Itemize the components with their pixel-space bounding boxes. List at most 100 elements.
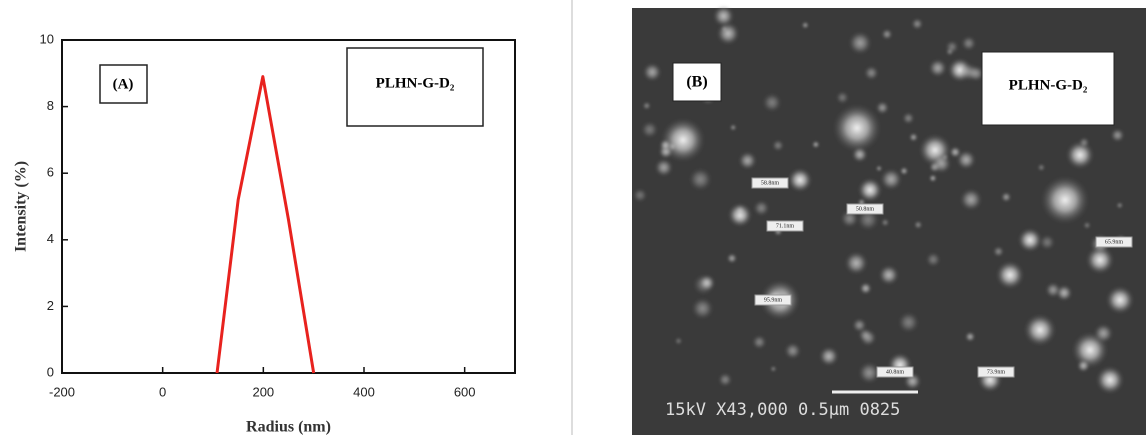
particle xyxy=(857,327,872,342)
particle xyxy=(734,204,746,217)
y-tick-label: 2 xyxy=(47,298,54,313)
particle xyxy=(654,158,673,177)
annotation-box xyxy=(99,64,148,104)
particle xyxy=(720,25,729,33)
particle xyxy=(726,253,738,264)
particle xyxy=(659,139,672,152)
particle xyxy=(848,31,872,55)
particle xyxy=(959,188,983,211)
particle-label: 73.9nm xyxy=(987,369,1006,375)
particle xyxy=(772,139,784,152)
particle xyxy=(880,168,903,191)
particle-label: 50.8nm xyxy=(856,206,875,212)
x-tick-label: 600 xyxy=(454,384,476,399)
particle xyxy=(960,62,979,82)
particle-label-box xyxy=(876,366,914,378)
particle-label: 95.9nm xyxy=(764,297,783,303)
particle xyxy=(632,188,648,203)
particle xyxy=(899,166,909,176)
y-axis-label: Intensity (%) xyxy=(13,161,30,252)
particle xyxy=(1078,137,1090,148)
x-tick-label: 200 xyxy=(252,384,274,399)
particle xyxy=(859,282,872,295)
particle xyxy=(1024,314,1056,346)
x-tick-label: -200 xyxy=(49,384,75,399)
particle xyxy=(1037,163,1046,172)
particle xyxy=(762,92,782,113)
particle xyxy=(753,199,770,217)
particle-label: 71.1nm xyxy=(776,223,795,229)
particle xyxy=(858,361,881,384)
particle xyxy=(1056,284,1073,302)
particle-label-box xyxy=(766,220,804,232)
particle xyxy=(1041,176,1089,224)
particle-label: 58.8nm xyxy=(761,180,780,186)
particle xyxy=(674,337,683,345)
particle-label-box xyxy=(1095,236,1133,248)
x-tick-label: 400 xyxy=(353,384,375,399)
particle xyxy=(1110,128,1125,143)
particle xyxy=(911,18,924,30)
particle xyxy=(996,261,1024,289)
particle xyxy=(875,101,890,115)
label-box xyxy=(981,51,1115,126)
y-tick-label: 4 xyxy=(47,231,54,246)
particle xyxy=(770,365,777,372)
y-tick-label: 0 xyxy=(47,364,54,379)
particle xyxy=(956,150,976,170)
particle-label: 40.8nm xyxy=(886,369,905,375)
particle xyxy=(833,104,881,152)
particle xyxy=(691,297,714,320)
particle xyxy=(788,168,812,192)
chart-a: 0 2 4 6 8 10 -200 0 200 400 600 Radius (nm) Intensit… xyxy=(13,31,516,435)
particle-label: 65.9nm xyxy=(1105,239,1124,245)
particle xyxy=(881,218,890,227)
particle xyxy=(729,124,737,131)
particle xyxy=(641,121,659,139)
particle xyxy=(897,311,920,333)
particle xyxy=(844,251,868,275)
particle xyxy=(965,331,976,342)
y-tick-label: 6 xyxy=(47,165,54,180)
particle xyxy=(881,28,893,40)
annotation: PLHN-G-D₂ xyxy=(376,75,455,91)
particle-label-box xyxy=(977,366,1015,378)
particle xyxy=(1093,323,1114,344)
x-tick-label: 0 xyxy=(159,384,166,399)
particle xyxy=(993,246,1004,257)
particle xyxy=(752,334,767,350)
particle xyxy=(928,58,947,78)
particle xyxy=(688,167,712,191)
particle xyxy=(1039,234,1056,251)
panel-label: (B) xyxy=(686,74,707,91)
scale-text: 15kV X43,000 0.5μm 0825 xyxy=(665,400,900,420)
particle xyxy=(713,5,735,27)
particle xyxy=(642,62,662,82)
annotation: (A) xyxy=(113,76,134,92)
particle xyxy=(878,264,899,286)
plot-frame xyxy=(61,39,516,374)
particle xyxy=(961,35,977,51)
particle-label-box xyxy=(754,294,792,306)
particle xyxy=(1066,141,1094,169)
particle xyxy=(902,112,915,125)
particle xyxy=(1083,221,1091,230)
particle xyxy=(1106,286,1134,314)
particle xyxy=(801,21,809,29)
particle-label-box xyxy=(751,177,789,189)
sample-label: PLHN-G-D₂ xyxy=(1009,77,1088,93)
particle xyxy=(914,220,923,229)
annotation-box xyxy=(346,47,484,127)
particle xyxy=(925,252,941,267)
particle xyxy=(875,165,883,172)
particle xyxy=(738,151,757,170)
particle xyxy=(909,132,918,142)
particle xyxy=(1116,202,1124,209)
particle xyxy=(642,101,651,110)
particle xyxy=(1076,359,1090,373)
y-tick-label: 8 xyxy=(47,98,54,113)
particle xyxy=(864,65,879,81)
label-box xyxy=(672,62,722,102)
particle xyxy=(784,342,802,360)
data-line xyxy=(215,75,316,374)
